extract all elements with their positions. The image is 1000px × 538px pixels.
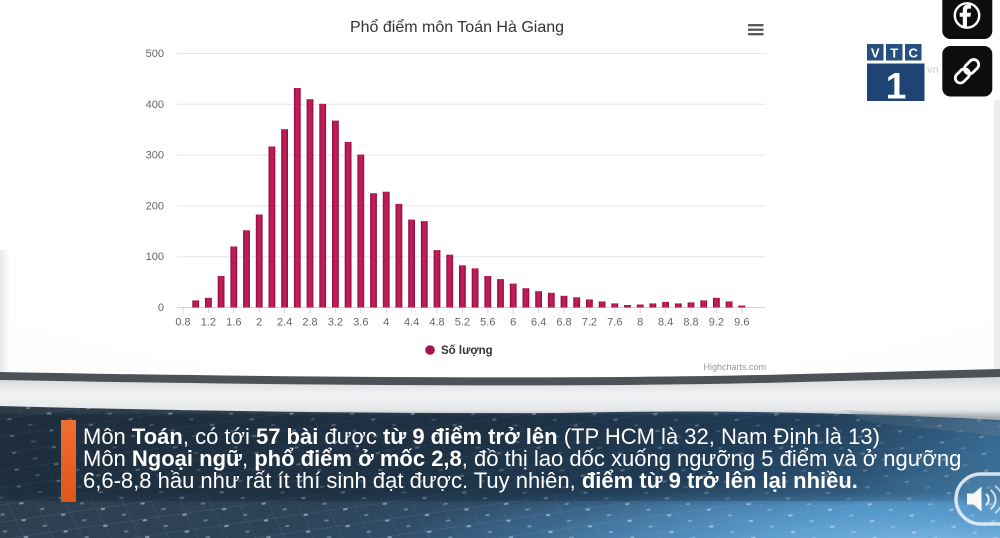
- svg-text:vn: vn: [927, 64, 939, 76]
- svg-text:0: 0: [158, 302, 164, 314]
- svg-text:500: 500: [146, 48, 164, 60]
- svg-text:9.2: 9.2: [709, 317, 724, 329]
- svg-text:9.6: 9.6: [734, 317, 749, 329]
- svg-text:2.8: 2.8: [302, 317, 317, 329]
- svg-text:1.6: 1.6: [226, 317, 241, 329]
- svg-text:1: 1: [886, 66, 907, 107]
- svg-text:8.4: 8.4: [658, 317, 673, 329]
- svg-text:300: 300: [146, 150, 164, 162]
- svg-text:Số lượng: Số lượng: [441, 345, 493, 357]
- svg-text:5.2: 5.2: [455, 317, 470, 329]
- svg-text:6: 6: [510, 317, 516, 329]
- svg-text:V: V: [871, 46, 880, 61]
- svg-text:100: 100: [146, 251, 164, 263]
- svg-text:1.2: 1.2: [201, 317, 216, 329]
- svg-text:4: 4: [383, 317, 389, 329]
- svg-text:7.2: 7.2: [582, 317, 597, 329]
- svg-text:6.8: 6.8: [556, 317, 571, 329]
- svg-text:2.4: 2.4: [277, 317, 292, 329]
- svg-text:3.2: 3.2: [328, 317, 343, 329]
- svg-text:200: 200: [146, 200, 164, 212]
- svg-text:4.4: 4.4: [404, 317, 419, 329]
- svg-text:6.4: 6.4: [531, 317, 546, 329]
- svg-text:4.8: 4.8: [429, 317, 444, 329]
- svg-text:T: T: [890, 46, 898, 61]
- svg-text:8: 8: [637, 317, 643, 329]
- svg-text:0.8: 0.8: [175, 317, 190, 329]
- svg-text:3.6: 3.6: [353, 317, 368, 329]
- svg-text:Highcharts.com: Highcharts.com: [703, 362, 766, 372]
- svg-text:400: 400: [146, 99, 164, 111]
- svg-text:C: C: [909, 46, 919, 61]
- svg-text:2: 2: [256, 317, 262, 329]
- svg-text:7.6: 7.6: [607, 317, 622, 329]
- svg-text:8.8: 8.8: [683, 317, 698, 329]
- svg-text:5.6: 5.6: [480, 317, 495, 329]
